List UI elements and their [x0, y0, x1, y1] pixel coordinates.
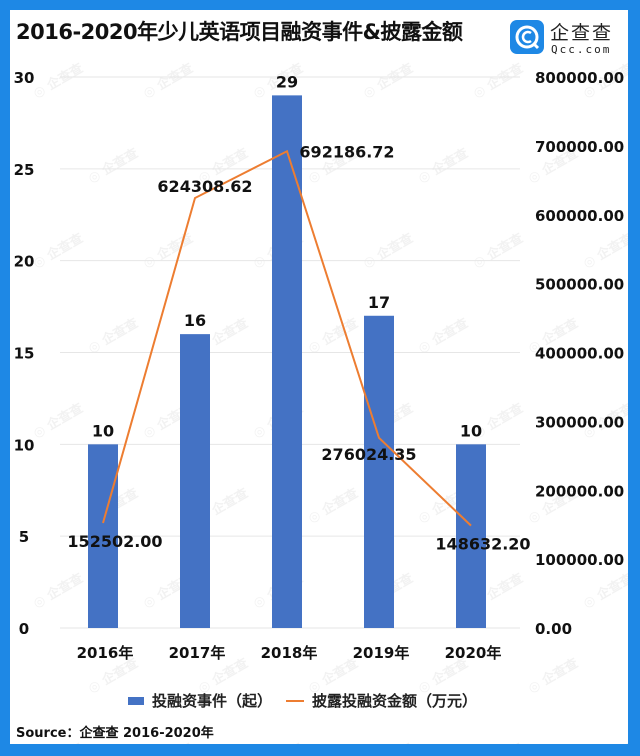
legend-line-label: 披露投融资金额（万元）: [312, 692, 478, 710]
line-value-label: 624308.62: [157, 177, 252, 196]
y-left-tick: 30: [14, 69, 35, 87]
y-right-tick: 500000.00: [535, 276, 624, 294]
y-right-tick: 700000.00: [535, 138, 624, 156]
y-right-tick: 300000.00: [535, 413, 624, 431]
y-right-tick: 100000.00: [535, 551, 624, 569]
bar: [364, 315, 394, 628]
y-right-tick: 0.00: [535, 620, 572, 638]
bar-value-label: 17: [368, 293, 390, 312]
x-tick: 2017年: [169, 644, 226, 662]
line-value-label: 276024.35: [321, 445, 416, 464]
line-value-label: 152502.00: [67, 532, 162, 551]
bar-value-label: 29: [276, 72, 298, 91]
legend-line-swatch: [286, 699, 305, 702]
chart-legend: 投融资事件（起） 披露投融资金额（万元）: [128, 690, 477, 711]
logo-text-en: Qcc.com: [551, 43, 612, 56]
y-right-tick: 200000.00: [535, 482, 624, 500]
x-tick: 2016年: [77, 644, 134, 662]
line-value-label: 692186.72: [299, 142, 394, 161]
logo-text-cn: 企查查: [550, 22, 614, 44]
legend-bar-label: 投融资事件（起）: [152, 692, 273, 710]
chart-frame: ◎ 企查查 ◎ 企查查 ◎ 企查查 ◎ 企查查 ◎ 企查查 ◎ 企查查 ◎ 企查查 ◎ 企查查…: [10, 10, 628, 744]
y-left-tick: 0: [19, 620, 29, 638]
bar: [180, 334, 210, 628]
source-note: Source：企查查 2016-2020年: [16, 726, 214, 741]
legend-bar-swatch: [128, 696, 144, 705]
x-tick: 2020年: [445, 644, 502, 662]
y-left-tick: 5: [19, 528, 29, 546]
y-right-tick: 400000.00: [535, 345, 624, 363]
y-right-tick: 800000.00: [535, 69, 624, 87]
y-left-tick: 15: [14, 345, 35, 363]
bar: [272, 95, 302, 628]
bar-value-label: 10: [92, 421, 114, 440]
y-left-tick: 25: [14, 161, 35, 179]
x-tick: 2018年: [261, 644, 318, 662]
qcc-logo: 企查查 Qcc.com: [510, 18, 620, 62]
bar-value-label: 10: [460, 421, 482, 440]
combo-chart: 0 5 10 15 20 25 30 0.00 100000.00 200000.00 300000…: [14, 69, 625, 662]
line-value-label: 148632.20: [435, 535, 530, 554]
x-tick: 2019年: [353, 644, 410, 662]
amount-line: [102, 149, 472, 527]
bar-value-label: 16: [184, 311, 206, 330]
qcc-logo-icon: [510, 20, 544, 54]
y-left-tick: 10: [14, 436, 35, 454]
bar: [456, 444, 486, 628]
y-right-tick: 600000.00: [535, 207, 624, 225]
bar: [88, 444, 118, 628]
chart-title: 2016-2020年少儿英语项目融资事件&披露金额: [16, 20, 463, 44]
y-left-tick: 20: [14, 253, 35, 271]
